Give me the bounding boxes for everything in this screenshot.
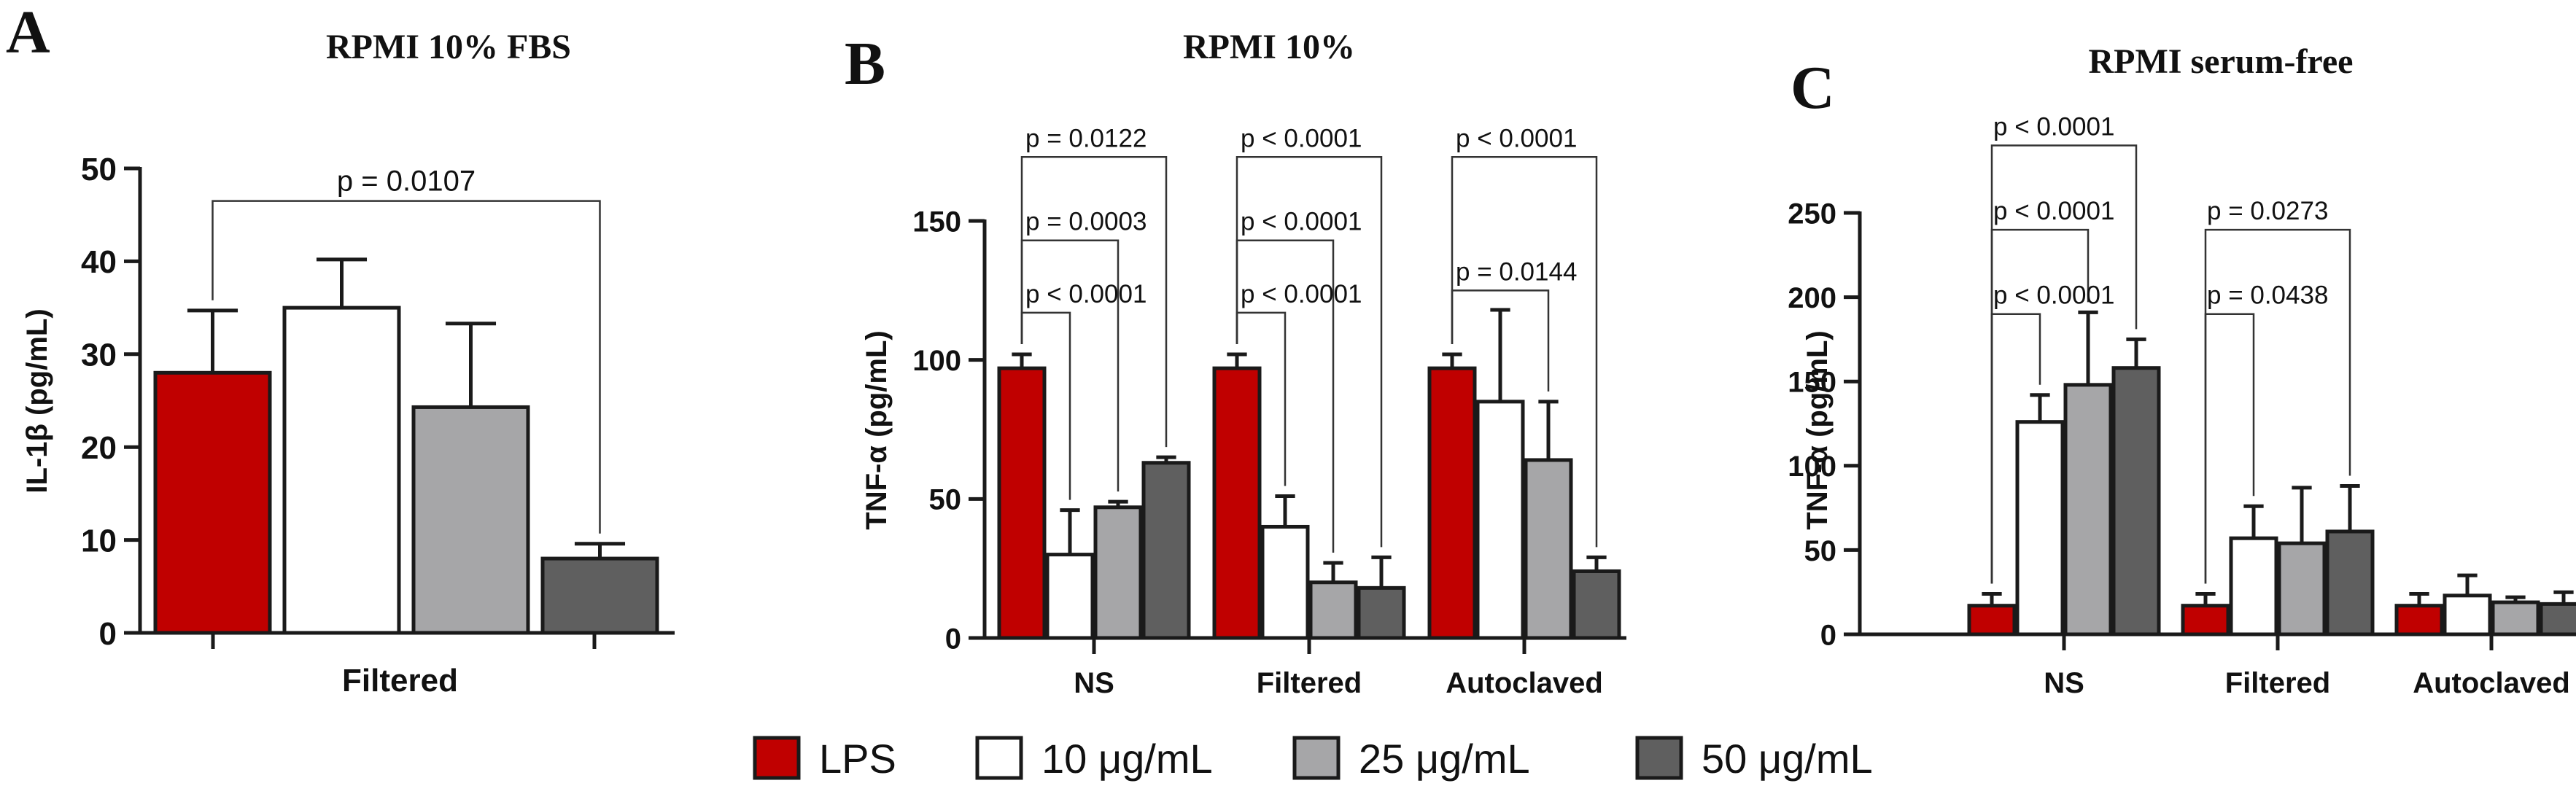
bar: [2539, 602, 2576, 637]
x-category-label: Autoclaved: [1446, 667, 1603, 699]
significance-bracket: [1451, 289, 1550, 392]
x-category-label: Autoclaved: [2413, 667, 2570, 699]
bar: [2181, 604, 2230, 637]
bar: [2063, 383, 2113, 637]
x-category-label: Filtered: [342, 663, 458, 698]
y-tick-label: 150: [912, 206, 961, 238]
panel-letter: A: [6, 0, 50, 66]
p-value-label: p < 0.0001: [1993, 281, 2114, 310]
bar: [153, 370, 272, 635]
legend-label: 50 μg/mL: [1702, 736, 1873, 782]
x-category-label: Filtered: [2225, 667, 2330, 699]
bar: [1967, 604, 2017, 637]
y-tick-label: 100: [1788, 451, 1836, 483]
bar: [1572, 569, 1621, 640]
bar: [1475, 400, 1525, 640]
p-value-label: p = 0.0122: [1025, 124, 1147, 152]
significance-bracket: [1451, 156, 1598, 548]
significance-bracket: [1235, 311, 1287, 486]
y-tick-label: 150: [1788, 367, 1836, 399]
y-tick-label: 30: [81, 338, 117, 373]
bar: [2015, 420, 2065, 637]
bar: [2229, 536, 2278, 637]
panel-letter: C: [1791, 54, 1835, 122]
panel-a: A RPMI 10% FBS IL-1β (pg/mL) 0 10 20 30 40 50 Fil…: [6, 0, 675, 698]
bar: [1045, 553, 1095, 640]
y-tick-label: 50: [1804, 535, 1837, 567]
p-value-label: p < 0.0001: [1241, 208, 1362, 236]
p-value-label: p = 0.0107: [337, 166, 476, 198]
chart-title: RPMI 10%: [1183, 28, 1355, 66]
chart-title: RPMI 10% FBS: [326, 28, 571, 66]
p-value-label: p = 0.0273: [2207, 197, 2328, 225]
y-tick-label: 100: [912, 345, 961, 377]
bar: [2443, 593, 2492, 637]
panel-letter: B: [845, 30, 885, 98]
bar: [2394, 604, 2444, 637]
p-value-label: p = 0.0144: [1456, 257, 1577, 286]
significance-bracket: [1235, 239, 1335, 553]
p-value-label: p < 0.0001: [1025, 280, 1147, 308]
y-tick-label: 50: [81, 152, 117, 187]
bar: [1308, 580, 1358, 640]
bar: [1260, 524, 1310, 640]
legend-swatch: [1635, 736, 1683, 780]
bar: [282, 305, 401, 635]
legend-swatch: [975, 736, 1023, 780]
significance-bracket: [1020, 311, 1071, 500]
x-category-label: NS: [2044, 667, 2084, 699]
chart-title: RPMI serum-free: [2089, 42, 2354, 81]
p-value-label: p = 0.0003: [1025, 208, 1147, 236]
p-value-label: p < 0.0001: [1241, 124, 1362, 152]
panel-c: C RPMI serum-free TNF-α (pg/mL) 0 50 100 150 20…: [1788, 42, 2576, 699]
p-value-label: p < 0.0001: [1456, 124, 1577, 152]
bar: [2491, 600, 2540, 637]
legend: LPS 10 μg/mL 25 μg/mL 50 μg/mL: [753, 736, 1873, 782]
bar: [1357, 585, 1406, 640]
bar: [1524, 458, 1573, 640]
y-tick-label: 200: [1788, 282, 1836, 314]
y-tick-label: 0: [99, 616, 117, 652]
panel-b: B RPMI 10% TNF-α (pg/mL) 0 50 100 150 NS Filtere…: [845, 28, 1626, 699]
significance-bracket: [2204, 313, 2255, 584]
significance-bracket: [1990, 313, 2041, 584]
legend-swatch: [753, 736, 801, 780]
significance-bracket: [1020, 239, 1120, 492]
x-category-label: Filtered: [1257, 667, 1362, 699]
bar: [411, 405, 530, 635]
significance-bracket: [212, 200, 601, 534]
y-tick-label: 20: [81, 430, 117, 466]
bar: [2325, 529, 2375, 637]
p-value-label: p < 0.0001: [1993, 113, 2114, 141]
y-tick-label: 10: [81, 523, 117, 558]
y-axis-label: TNF-α (pg/mL): [861, 330, 893, 529]
p-value-label: p = 0.0438: [2207, 281, 2328, 310]
y-tick-label: 250: [1788, 198, 1836, 230]
y-axis-label: IL-1β (pg/mL): [21, 308, 53, 493]
y-tick-label: 40: [81, 244, 117, 280]
legend-label: 25 μg/mL: [1359, 736, 1530, 782]
bar: [2111, 366, 2161, 637]
bar: [1212, 366, 1262, 640]
bar: [540, 556, 659, 635]
y-tick-label: 50: [929, 484, 962, 516]
y-tick-label: 0: [1820, 619, 1836, 651]
bar: [1427, 366, 1477, 640]
bar: [2277, 541, 2327, 637]
x-category-label: NS: [1074, 667, 1114, 699]
y-axis-label: TNF-α (pg/mL): [1801, 330, 1834, 529]
bar: [997, 366, 1047, 640]
p-value-label: p < 0.0001: [1241, 280, 1362, 308]
legend-swatch: [1292, 736, 1341, 780]
p-value-label: p < 0.0001: [1993, 197, 2114, 225]
bar: [1141, 461, 1191, 640]
bar: [1093, 505, 1143, 640]
y-tick-label: 0: [945, 623, 961, 655]
legend-label: LPS: [819, 736, 896, 782]
legend-label: 10 μg/mL: [1041, 736, 1213, 782]
